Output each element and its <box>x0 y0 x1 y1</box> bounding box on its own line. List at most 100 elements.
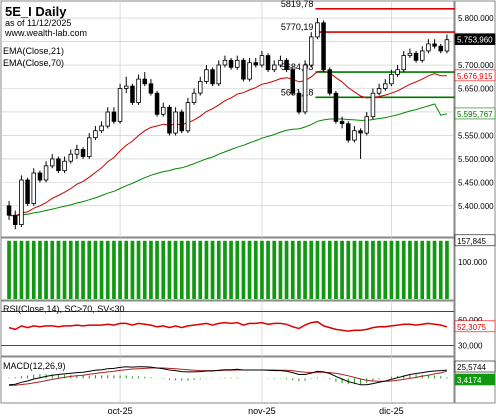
price-tick-label: 5.800.000 <box>458 14 494 23</box>
candle-body <box>111 111 117 122</box>
volume-bar <box>173 240 178 299</box>
candle-body <box>296 92 302 113</box>
volume-bar <box>25 240 30 299</box>
rsi-line <box>8 320 448 332</box>
candle-body <box>25 179 30 204</box>
volume-bar <box>216 240 221 299</box>
volume-bar <box>297 240 301 299</box>
volume-bar <box>290 240 295 299</box>
candle-body <box>117 88 123 122</box>
volume-bar <box>210 240 215 299</box>
candle-body <box>19 179 24 225</box>
volume-bar <box>155 240 159 299</box>
volume-bar <box>198 240 203 299</box>
watermark: www.wealth-lab.com <box>4 28 87 38</box>
volume-bar <box>87 240 92 299</box>
candle-body <box>241 59 246 80</box>
candle-body <box>407 52 413 56</box>
volume-bar <box>352 240 357 299</box>
rsi-last-box <box>454 320 496 333</box>
volume-bar <box>426 240 431 299</box>
candle-body <box>302 64 308 113</box>
candle-body <box>68 153 74 162</box>
candle-body <box>271 64 277 71</box>
candle-body <box>6 205 12 216</box>
volume-bar <box>383 240 388 299</box>
candle-body <box>364 116 369 134</box>
candle-body <box>173 111 178 134</box>
macd-line <box>9 366 447 386</box>
volume-last-label: 157,845 <box>457 237 486 246</box>
candle-body <box>315 22 320 38</box>
axis-strip <box>454 0 496 404</box>
candle-body <box>321 22 326 71</box>
volume-bar <box>56 240 61 299</box>
volume-bar <box>260 240 264 299</box>
x-tick-label: dic-25 <box>379 406 404 416</box>
candle-body <box>234 59 240 68</box>
volume-bar <box>229 240 233 299</box>
candle-body <box>105 111 111 127</box>
candle-body <box>333 92 339 122</box>
volume-bar <box>284 240 289 299</box>
candle-body <box>284 59 289 71</box>
ema21-legend: EMA(Close,21) <box>3 46 64 56</box>
candle-body <box>308 36 314 66</box>
volume-bar <box>272 240 277 299</box>
volume-bar <box>235 240 240 299</box>
volume-bar <box>334 240 338 299</box>
candle-body <box>370 92 376 118</box>
candle-body <box>247 62 252 80</box>
volume-bar <box>401 240 406 299</box>
volume-bar <box>377 240 381 299</box>
candle-body <box>204 69 209 82</box>
candle-body <box>167 106 172 134</box>
macd-last-label: 25,5744 <box>457 363 486 372</box>
candle-body <box>432 43 437 47</box>
macd-panel-frame <box>0 356 455 404</box>
candle-body <box>376 88 382 94</box>
volume-bar <box>420 240 425 299</box>
price-tick-label: 5.450.000 <box>458 178 494 187</box>
volume-bar <box>167 240 172 299</box>
candle-body <box>259 55 265 66</box>
candle-body <box>444 39 450 52</box>
candle-body <box>124 85 129 89</box>
volume-bar <box>241 240 246 299</box>
last-value-box <box>454 107 496 120</box>
candle-body <box>154 92 160 115</box>
candle-body <box>130 85 135 103</box>
candle-body <box>31 172 36 204</box>
candle-body <box>43 165 49 181</box>
chart-title: 5E_I Daily <box>5 4 67 19</box>
candle-body <box>185 102 191 132</box>
volume-bar <box>93 240 98 299</box>
level-label: 5631,18 <box>281 87 314 97</box>
candle-body <box>228 59 234 68</box>
volume-bar <box>7 240 11 299</box>
volume-bar <box>278 240 283 299</box>
candle-body <box>222 59 228 66</box>
volume-bar <box>50 240 55 299</box>
candle-body <box>80 149 86 157</box>
last-value-box <box>454 33 496 45</box>
ema70-legend: EMA(Close,70) <box>3 58 64 68</box>
candle-body <box>74 149 80 155</box>
volume-bar <box>31 240 36 299</box>
candle-body <box>142 78 147 85</box>
volume-bar <box>389 240 394 299</box>
candle-body <box>87 137 92 158</box>
level-label: 5684,93 <box>281 62 314 72</box>
candle-body <box>395 69 400 75</box>
candle-body <box>62 160 67 171</box>
macd-last-box <box>454 373 496 386</box>
candle-body <box>93 130 98 139</box>
volume-bar <box>303 240 307 299</box>
volume-bar <box>223 240 227 299</box>
candle-body <box>290 69 295 94</box>
volume-bar <box>44 240 48 299</box>
volume-bar <box>340 240 344 299</box>
candle-body <box>179 111 184 132</box>
volume-bar <box>253 240 258 299</box>
